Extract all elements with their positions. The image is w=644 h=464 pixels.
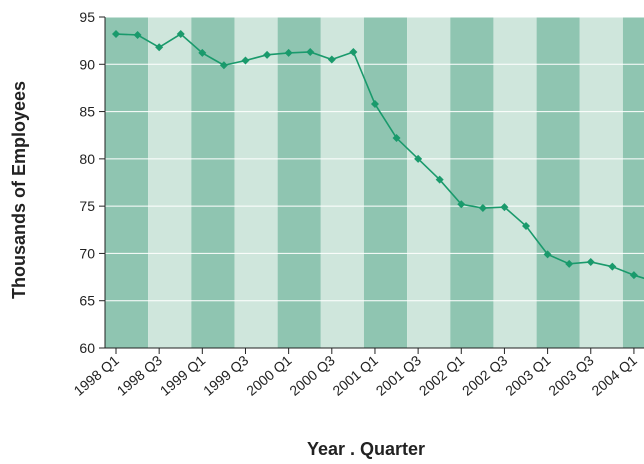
data-point <box>349 47 358 56</box>
series-employees <box>112 30 644 280</box>
x-tick-label: 2002 Q1 <box>416 352 468 399</box>
y-tick-label: 95 <box>79 9 95 25</box>
data-point <box>176 30 185 39</box>
data-point <box>370 100 379 109</box>
x-tick-label: 2003 Q3 <box>545 352 597 399</box>
band <box>277 17 321 348</box>
data-point <box>112 30 120 39</box>
x-tick-label: 2003 Q1 <box>502 352 554 399</box>
x-tick-label: 1998 Q3 <box>114 352 166 399</box>
x-tick-label: 2004 Q1 <box>588 352 640 399</box>
band <box>493 17 537 348</box>
quarter-bands <box>105 17 644 348</box>
data-point <box>306 47 315 56</box>
data-point <box>457 200 466 209</box>
series-line <box>115 33 644 280</box>
y-tick-label: 75 <box>79 198 95 214</box>
band <box>105 17 149 348</box>
x-tick-label: 2001 Q1 <box>329 352 381 399</box>
y-tick-label: 85 <box>79 104 95 120</box>
gridlines <box>105 16 644 302</box>
x-tick-label: 1999 Q3 <box>200 352 252 399</box>
y-tick-label: 60 <box>79 340 95 356</box>
data-point <box>565 259 574 268</box>
data-point <box>586 257 595 266</box>
band <box>536 17 580 348</box>
data-point <box>522 222 531 231</box>
y-tick-label: 90 <box>79 56 95 72</box>
data-point <box>155 43 164 52</box>
data-point <box>198 48 207 57</box>
y-tick-label: 80 <box>79 151 95 167</box>
data-point <box>478 204 487 213</box>
data-point <box>608 262 617 271</box>
data-point <box>263 50 272 59</box>
x-tick-label: 1999 Q1 <box>157 352 209 399</box>
data-point <box>284 48 293 57</box>
x-tick-label: 2002 Q3 <box>459 352 511 399</box>
data-point <box>414 154 423 163</box>
x-tick-label: 1998 Q1 <box>70 352 122 399</box>
data-point <box>327 55 336 64</box>
band <box>579 17 623 348</box>
x-tick-label: 2000 Q3 <box>286 352 338 399</box>
y-tick-label: 70 <box>79 245 95 261</box>
y-tick-label: 65 <box>79 293 95 309</box>
y-axis-ticks: 60 65 70 75 80 85 90 95 <box>79 9 105 356</box>
data-point <box>543 250 552 259</box>
data-point <box>435 175 444 184</box>
band <box>407 17 451 348</box>
band <box>363 17 408 348</box>
data-point <box>500 203 509 212</box>
band <box>234 17 278 348</box>
x-tick-label: 2000 Q1 <box>243 352 295 399</box>
band <box>450 17 494 348</box>
x-axis-title: Year . Quarter <box>307 439 425 459</box>
data-point <box>241 56 250 65</box>
x-tick-label: 2001 Q3 <box>373 352 425 399</box>
data-point <box>392 134 401 143</box>
y-axis-title: Thousands of Employees <box>9 81 29 299</box>
data-point <box>629 271 638 280</box>
band <box>622 17 644 348</box>
band <box>191 17 235 348</box>
data-point <box>219 61 228 70</box>
band <box>320 17 364 348</box>
data-point <box>133 30 142 39</box>
band <box>148 17 192 348</box>
